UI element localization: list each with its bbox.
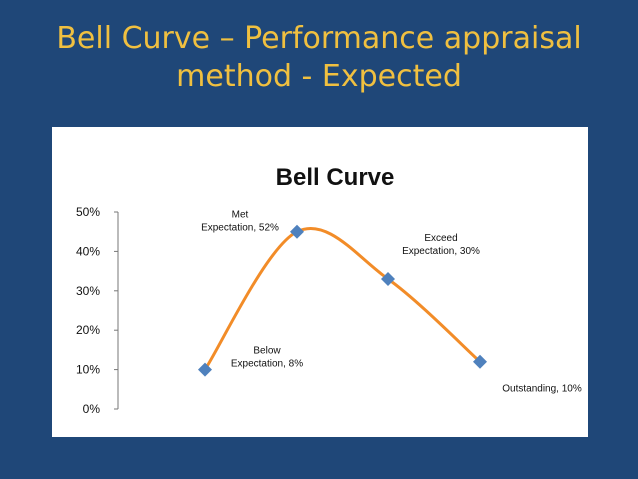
slide-title: Bell Curve – Performance appraisal metho…	[0, 20, 638, 96]
data-point-marker	[381, 271, 395, 286]
data-label: Exceed Expectation, 30%	[402, 233, 480, 257]
data-label: Met Expectation, 52%	[201, 210, 279, 234]
chart-panel: Bell Curve 0% 10% 20% 30% 40% 50% Below Expect…	[52, 127, 588, 437]
slide-title-line-2: method - Expected	[176, 59, 462, 94]
y-tick-label: 40%	[76, 244, 100, 258]
y-tick-label: 10%	[76, 363, 100, 377]
bell-curve-chart: Bell Curve 0% 10% 20% 30% 40% 50% Below Expect…	[76, 164, 582, 416]
y-tick-label: 0%	[83, 402, 101, 416]
data-label: Outstanding, 10%	[502, 384, 582, 395]
data-point-marker	[198, 362, 212, 377]
data-label: Below Expectation, 8%	[231, 346, 303, 370]
y-tick-label: 20%	[76, 323, 100, 337]
chart-title: Bell Curve	[276, 164, 395, 191]
data-point-marker	[290, 224, 304, 239]
series-line	[203, 226, 482, 371]
slide-title-line-1: Bell Curve – Performance appraisal	[56, 21, 582, 56]
y-tick-label: 50%	[76, 205, 100, 219]
y-tick-label: 30%	[76, 284, 100, 298]
data-point-marker	[473, 354, 487, 369]
